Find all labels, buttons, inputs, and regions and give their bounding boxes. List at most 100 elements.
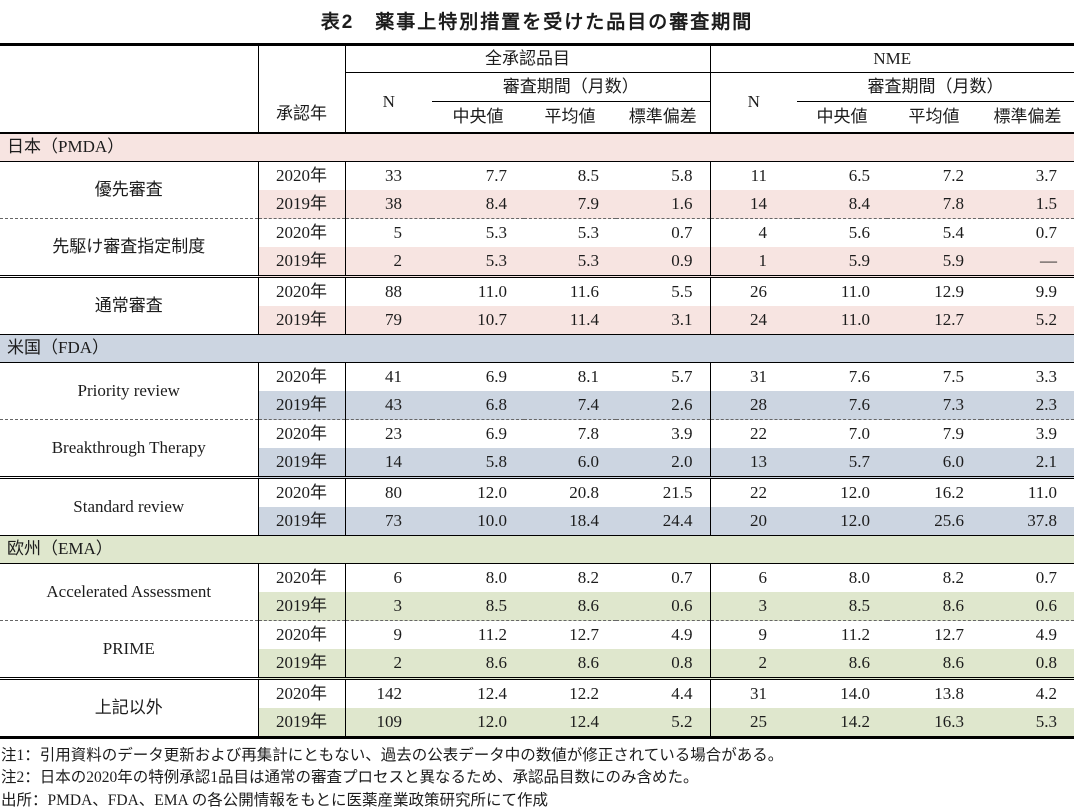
median-all-value: 5.8	[432, 448, 524, 478]
n-all-value: 6	[344, 563, 432, 592]
mean-nme-value: 7.9	[887, 419, 981, 448]
n-all-value: 80	[344, 476, 432, 507]
median-nme-value: 5.9	[797, 247, 887, 277]
col-header-mean-all: 平均値	[544, 106, 596, 126]
data-row: Breakthrough Therapy 2020年 23 6.9 7.8 3.9 22 7.…	[0, 419, 1074, 478]
mean-nme-value: 7.5	[942, 366, 964, 386]
n-nme-value: 22	[709, 476, 797, 507]
n-all-value: 33	[344, 161, 432, 190]
median-nme-value: 7.0	[797, 419, 887, 448]
mean-nme-value: 6.0	[887, 448, 981, 478]
data-row: 2019年 38 8.4 7.9 1.6 14 8.4 7.8 1.5	[0, 190, 1074, 219]
label-column-header	[0, 45, 258, 134]
mean-all-value: 7.4	[524, 391, 616, 420]
sd-all-value: 5.7	[671, 366, 693, 386]
mean-all-value: 5.3	[524, 218, 616, 247]
mean-all-value: 18.4	[524, 507, 616, 536]
col-header-n-all: N	[344, 72, 432, 133]
n-all-value: 41	[344, 362, 432, 391]
n-all-value: 73	[344, 507, 432, 536]
mean-nme-value: 8.6	[887, 649, 981, 679]
mean-all-value: 12.2	[524, 677, 616, 708]
mean-all-value: 20.8	[524, 476, 616, 507]
median-nme-value: 8.5	[797, 592, 887, 621]
data-row: 2019年 3 8.5 8.6 0.6 3 8.5 8.6 0.6	[0, 592, 1074, 621]
median-all-value: 8.5	[432, 592, 524, 621]
n-nme-value: 24	[709, 306, 797, 335]
median-nme-value: 5.7	[797, 448, 887, 478]
approval-year-cell: 2020年	[257, 620, 345, 649]
data-row: 先駆け審査指定制度 2020年 5 5.3 5.3 0.7 4 5.6 5.4 0.7	[0, 218, 1074, 277]
median-all-value: 11.0	[432, 275, 524, 306]
median-all-value: 10.0	[432, 507, 524, 536]
mean-all-value: 12.4	[524, 708, 616, 738]
mean-all-value: 12.7	[524, 620, 616, 649]
sd-all-value: 0.9	[616, 247, 710, 277]
category-label: 通常審査	[0, 275, 258, 335]
approval-year-cell: 2020年	[257, 476, 345, 507]
mean-nme-value: 7.3	[887, 391, 981, 420]
mean-all-value: 7.9	[524, 190, 616, 219]
mean-nme-value: 25.6	[887, 507, 981, 536]
section-header-row: 欧州（EMA）	[0, 535, 1074, 564]
data-row: 上記以外 2020年 142 12.4 12.2 4.4 31 14.0 13.8 4.2	[0, 677, 1074, 738]
review-period-table: 承認年 全承認品目 NME N 審査期間（月数） N 審査期間（月数） 中央値 …	[0, 43, 1074, 739]
data-row: 2019年 2 8.6 8.6 0.8 2 8.6 8.6 0.8	[0, 649, 1074, 679]
mean-nme-value: 8.6	[887, 592, 981, 621]
median-nme-value: 8.4	[797, 190, 887, 219]
mean-all-value: 7.8	[524, 419, 616, 448]
n-all-value: 142	[344, 677, 432, 708]
mean-nme-value: 7.2	[942, 165, 964, 185]
col-header-sd-nme: 標準偏差	[993, 106, 1062, 126]
footnote-source: 出所：PMDA、FDA、EMA の各公開情報をもとに医薬産業政策研究所にて作成	[1, 791, 548, 809]
approval-year-cell: 2019年	[257, 391, 345, 420]
category-label: 優先審査	[0, 161, 258, 219]
n-all-value: 79	[344, 306, 432, 335]
data-row: 2019年 79 10.7 11.4 3.1 24 11.0 12.7 5.2	[0, 306, 1074, 335]
sd-nme-value: 4.2	[981, 677, 1074, 708]
median-all-value: 12.0	[432, 708, 524, 738]
median-nme-value: 14.2	[797, 708, 887, 738]
sd-nme-value: 0.7	[1035, 567, 1058, 587]
n-nme-value: 4	[709, 218, 797, 247]
sd-nme-value: 0.7	[981, 218, 1074, 247]
approval-year-cell: 2019年	[257, 507, 345, 536]
table-title: 表2 薬事上特別措置を受けた品目の審査期間	[320, 12, 754, 33]
col-header-all-approved: 全承認品目	[344, 44, 710, 73]
n-nme-value: 3	[709, 592, 797, 621]
sd-nme-value: 3.7	[1035, 165, 1058, 185]
header-row-period: N 審査期間（月数） N 審査期間（月数）	[0, 72, 1074, 133]
category-label: Breakthrough Therapy	[0, 419, 258, 478]
mean-all-value: 8.5	[577, 165, 599, 185]
sd-all-value: 4.4	[616, 677, 710, 708]
category-label: 上記以外	[0, 677, 258, 738]
sd-nme-value: 37.8	[981, 507, 1074, 536]
category-label: Accelerated Assessment	[0, 563, 258, 621]
n-all-value: 3	[344, 592, 432, 621]
sd-all-value: 1.6	[616, 190, 710, 219]
mean-nme-value: 5.4	[887, 218, 981, 247]
approval-year-cell: 2020年	[257, 563, 345, 592]
mean-nme-value: 7.8	[887, 190, 981, 219]
approval-year-cell: 2020年	[257, 161, 345, 190]
approval-year-cell: 2020年	[257, 419, 345, 448]
data-row: 2019年 73 10.0 18.4 24.4 20 12.0 25.6 37.8	[0, 507, 1074, 536]
category-label: 先駆け審査指定制度	[0, 218, 258, 277]
n-nme-value: 26	[709, 275, 797, 306]
data-row: Priority review 2020年 41 6.9 8.1 5.7 31 7.6 7.5 3…	[0, 362, 1074, 420]
mean-nme-value: 5.9	[887, 247, 981, 277]
approval-year-cell: 2020年	[257, 677, 345, 708]
mean-nme-value: 12.7	[887, 620, 981, 649]
col-header-mean-nme: 平均値	[908, 106, 960, 126]
sd-nme-value: 0.6	[981, 592, 1074, 621]
n-all-value: 43	[344, 391, 432, 420]
section-header-label: 米国（FDA）	[0, 334, 1074, 363]
approval-year-cell: 2019年	[257, 649, 345, 679]
median-all-value: 5.3	[432, 247, 524, 277]
table-header: 承認年 全承認品目 NME N 審査期間（月数） N 審査期間（月数） 中央値 …	[0, 44, 1074, 134]
col-header-median-all: 中央値	[452, 106, 504, 126]
n-nme-value: 22	[709, 419, 797, 448]
sd-nme-value: 2.3	[981, 391, 1074, 420]
sd-nme-value: 11.0	[981, 476, 1074, 507]
median-nme-value: 6.5	[848, 165, 870, 185]
